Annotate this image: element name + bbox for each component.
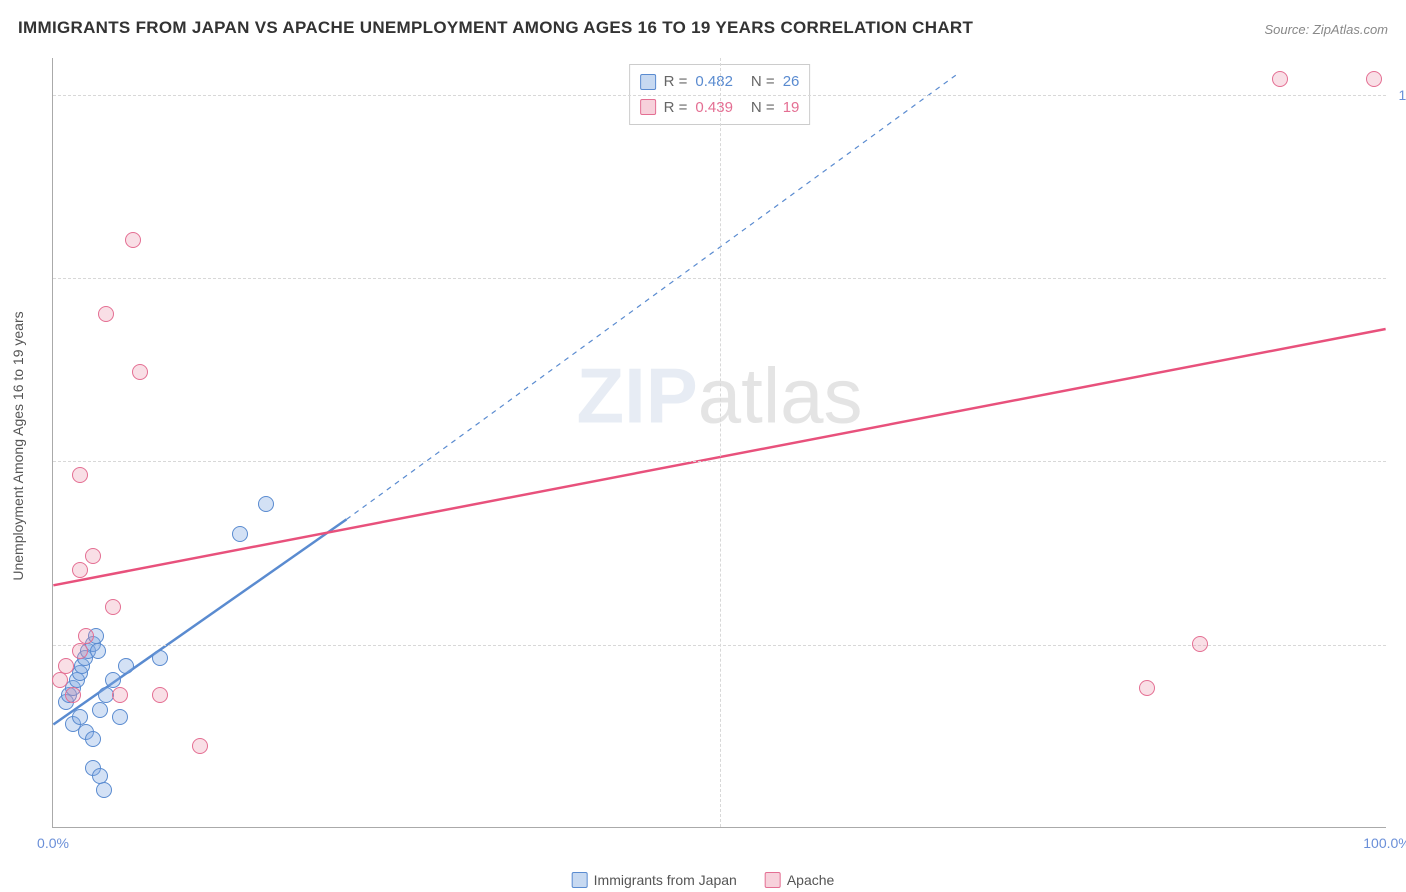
legend-item-apache: Apache: [765, 872, 834, 888]
scatter-point: [52, 672, 68, 688]
scatter-point: [192, 738, 208, 754]
scatter-point: [58, 658, 74, 674]
y-tick-label: 50.0%: [1394, 453, 1406, 469]
y-tick-label: 100.0%: [1394, 87, 1406, 103]
r-value-apache: 0.439: [695, 95, 733, 121]
n-value-japan: 26: [783, 69, 800, 95]
legend-label-japan: Immigrants from Japan: [594, 872, 737, 888]
scatter-point: [112, 709, 128, 725]
x-tick-label: 100.0%: [1363, 835, 1406, 851]
y-tick-label: 75.0%: [1394, 270, 1406, 286]
scatter-point: [1366, 71, 1382, 87]
n-label: N =: [751, 69, 775, 95]
scatter-point: [96, 782, 112, 798]
source-label: Source: ZipAtlas.com: [1264, 22, 1388, 37]
scatter-point: [152, 687, 168, 703]
scatter-point: [72, 709, 88, 725]
scatter-point: [1272, 71, 1288, 87]
scatter-point: [1139, 680, 1155, 696]
legend-swatch-japan: [572, 872, 588, 888]
y-tick-label: 25.0%: [1394, 637, 1406, 653]
scatter-point: [85, 548, 101, 564]
n-value-apache: 19: [783, 95, 800, 121]
scatter-point: [78, 628, 94, 644]
y-axis-label: Unemployment Among Ages 16 to 19 years: [10, 311, 26, 580]
legend-item-japan: Immigrants from Japan: [572, 872, 737, 888]
scatter-point: [1192, 636, 1208, 652]
scatter-point: [118, 658, 134, 674]
swatch-japan: [640, 74, 656, 90]
scatter-point: [105, 672, 121, 688]
scatter-point: [90, 643, 106, 659]
r-label: R =: [664, 95, 688, 121]
chart-title: IMMIGRANTS FROM JAPAN VS APACHE UNEMPLOY…: [18, 18, 973, 38]
x-axis-legend: Immigrants from Japan Apache: [572, 872, 835, 888]
chart-plot-area: ZIPatlas R = 0.482 N = 26 R = 0.439 N = …: [52, 58, 1386, 828]
n-label: N =: [751, 95, 775, 121]
x-tick-label: 0.0%: [37, 835, 69, 851]
scatter-point: [92, 702, 108, 718]
watermark-thin: atlas: [698, 352, 863, 440]
legend-swatch-apache: [765, 872, 781, 888]
swatch-apache: [640, 99, 656, 115]
r-label: R =: [664, 69, 688, 95]
scatter-point: [125, 232, 141, 248]
watermark-bold: ZIP: [576, 352, 697, 440]
scatter-point: [232, 526, 248, 542]
scatter-point: [112, 687, 128, 703]
scatter-point: [152, 650, 168, 666]
r-value-japan: 0.482: [695, 69, 733, 95]
scatter-point: [72, 467, 88, 483]
scatter-point: [92, 768, 108, 784]
scatter-point: [132, 364, 148, 380]
scatter-point: [105, 599, 121, 615]
scatter-point: [98, 306, 114, 322]
scatter-point: [85, 731, 101, 747]
scatter-point: [72, 562, 88, 578]
scatter-point: [72, 643, 88, 659]
scatter-point: [258, 496, 274, 512]
scatter-point: [65, 687, 81, 703]
legend-label-apache: Apache: [787, 872, 834, 888]
